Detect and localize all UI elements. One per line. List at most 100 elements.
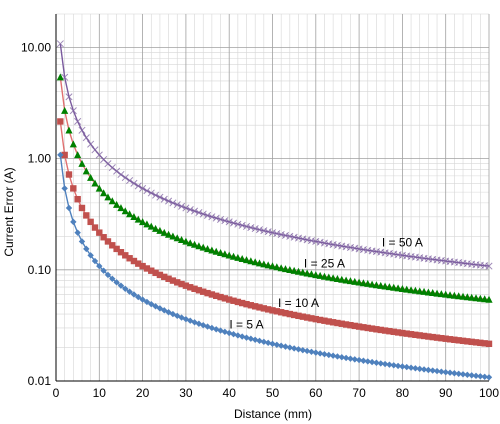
data-point (468, 338, 475, 346)
data-point (438, 368, 445, 375)
data-point (69, 107, 77, 115)
data-point (390, 328, 397, 336)
data-point (451, 336, 458, 343)
data-point (464, 371, 471, 379)
data-point (459, 337, 467, 345)
data-point (113, 167, 121, 175)
data-point (329, 274, 337, 282)
data-point (243, 300, 250, 308)
data-point (100, 234, 107, 241)
data-point (364, 324, 371, 332)
data-point (247, 335, 255, 342)
data-point (130, 212, 138, 220)
data-point (264, 261, 272, 269)
data-point (316, 350, 324, 357)
data-point (65, 126, 73, 134)
data-point (238, 255, 246, 263)
data-point (308, 348, 315, 356)
axes-group: 0 10 20 30 40 50 60 70 80 90 100 0.01 0.10 1.00 10.00 (21, 14, 499, 400)
data-point (74, 195, 81, 203)
data-point (407, 286, 415, 294)
data-point (377, 360, 384, 367)
data-point (359, 279, 368, 287)
data-point (321, 351, 328, 358)
data-point (100, 267, 107, 274)
data-point (251, 258, 259, 266)
data-point (351, 322, 358, 330)
data-point (169, 199, 177, 207)
x-tick-label: 60 (309, 386, 323, 400)
data-point (299, 346, 307, 354)
data-point (108, 164, 116, 172)
data-point (56, 40, 64, 48)
data-point (329, 319, 337, 326)
x-tick-label: 30 (179, 386, 193, 400)
y-tick-label: 10.00 (21, 40, 51, 54)
data-point (347, 321, 354, 329)
data-point (355, 356, 363, 364)
data-point (381, 360, 389, 368)
grid-lines (55, 13, 490, 382)
data-point (126, 288, 133, 295)
data-point (264, 228, 272, 236)
data-point (381, 282, 389, 290)
data-point (437, 290, 445, 298)
data-point (191, 319, 198, 326)
data-point (273, 230, 281, 238)
data-point (307, 270, 316, 278)
series-labels: I = 50 A I = 25 A I = 10 A I = 5 A (229, 235, 423, 331)
data-point (229, 252, 238, 260)
data-point (130, 179, 138, 187)
data-point (390, 283, 398, 291)
data-point (69, 140, 77, 148)
data-point (386, 327, 393, 335)
data-point (446, 291, 454, 299)
data-point (251, 303, 259, 310)
data-point (247, 223, 255, 232)
data-point (381, 327, 389, 334)
data-point (424, 288, 432, 296)
data-point (256, 337, 263, 345)
data-point (161, 307, 168, 314)
data-point (320, 239, 329, 247)
data-point (82, 167, 90, 175)
data-point (268, 262, 277, 270)
data-point (294, 234, 303, 242)
data-point (135, 293, 142, 301)
data-point (242, 222, 251, 231)
data-point (117, 282, 125, 289)
data-point (195, 287, 203, 294)
data-point (303, 347, 311, 355)
data-point (342, 354, 350, 362)
data-point (394, 362, 402, 370)
data-point (455, 292, 463, 300)
data-point (121, 174, 129, 182)
data-point (57, 118, 64, 125)
x-tick-label: 90 (439, 386, 453, 400)
data-point (78, 159, 86, 167)
data-point (256, 304, 263, 311)
data-point (74, 117, 82, 126)
data-point (303, 269, 311, 277)
data-point (83, 212, 90, 219)
data-point (143, 298, 151, 306)
data-point (113, 200, 121, 208)
data-point (411, 286, 419, 294)
data-point (204, 289, 211, 297)
data-point (290, 233, 298, 241)
data-point (295, 312, 302, 320)
data-point (191, 207, 199, 215)
data-point (87, 140, 95, 148)
data-point (251, 336, 259, 343)
data-point (225, 251, 233, 259)
data-point (82, 134, 90, 142)
data-point (398, 285, 406, 293)
data-point (143, 220, 151, 228)
x-tick-label: 40 (223, 386, 237, 400)
data-point (65, 171, 73, 178)
data-point (299, 235, 307, 243)
data-point (213, 292, 220, 300)
data-point (377, 281, 385, 289)
data-point (420, 366, 428, 373)
data-point (61, 106, 69, 114)
